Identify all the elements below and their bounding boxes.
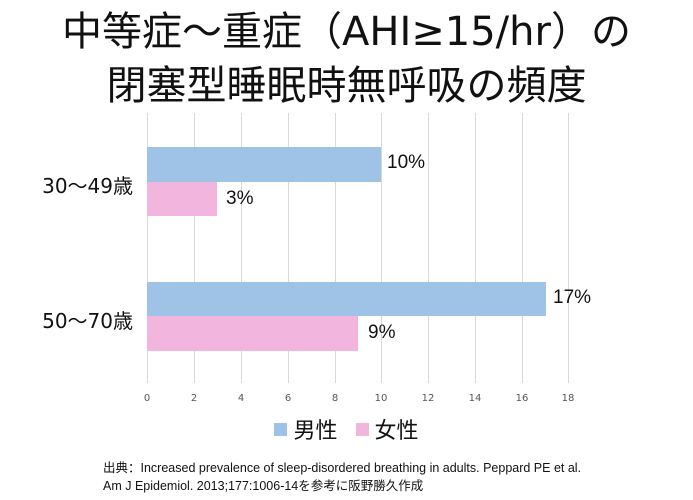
category-label-30-49: 30〜49歳 — [42, 174, 133, 198]
bar-male-30-49 — [147, 147, 381, 182]
x-tick-18: 18 — [561, 393, 575, 404]
gridline-18 — [568, 113, 569, 383]
legend-label-male: 男性 — [293, 419, 338, 444]
category-label-50-70: 50〜70歳 — [42, 309, 133, 333]
x-tick-16: 16 — [515, 393, 529, 404]
gridline-12 — [428, 113, 429, 383]
legend-item-male: 男性 — [274, 413, 338, 445]
source-line-1: 出典：Increased prevalence of sleep-disorde… — [103, 461, 582, 475]
data-label-male-50-70: 17% — [553, 287, 592, 308]
gridline-10 — [381, 113, 382, 383]
x-tick-0: 0 — [143, 393, 151, 404]
chart-legend: 男性 女性 — [0, 413, 693, 445]
gridline-6 — [288, 113, 289, 383]
chart-title-line-2: 閉塞型睡眠時無呼吸の頻度 — [106, 63, 587, 109]
x-tick-14: 14 — [468, 393, 482, 404]
gridline-4 — [241, 113, 242, 383]
x-tick-8: 8 — [331, 393, 339, 404]
data-label-female-30-49: 3% — [226, 188, 254, 209]
bar-female-50-70 — [147, 316, 358, 351]
x-tick-10: 10 — [374, 393, 388, 404]
data-label-male-30-49: 10% — [387, 152, 426, 173]
bar-female-30-49 — [147, 182, 217, 216]
source-line-2: Am J Epidemiol. 2013;177:1006-14を参考に阪野勝久… — [103, 479, 424, 493]
source-citation: 出典：Increased prevalence of sleep-disorde… — [103, 459, 581, 495]
x-tick-6: 6 — [284, 393, 292, 404]
x-tick-4: 4 — [237, 393, 245, 404]
legend-swatch-male-icon — [274, 422, 288, 436]
x-tick-12: 12 — [421, 393, 435, 404]
gridline-14 — [475, 113, 476, 383]
gridline-2 — [194, 113, 195, 383]
gridline-0 — [147, 113, 148, 383]
plot-area — [147, 113, 569, 383]
legend-label-female: 女性 — [374, 419, 419, 444]
gridline-16 — [522, 113, 523, 383]
x-tick-2: 2 — [190, 393, 198, 404]
bar-male-50-70 — [147, 282, 546, 316]
legend-swatch-female-icon — [355, 422, 369, 436]
data-label-female-50-70: 9% — [368, 322, 396, 343]
gridline-8 — [335, 113, 336, 383]
chart-title-line-1: 中等症〜重症（AHI≥15/hr）の — [62, 9, 631, 55]
legend-item-female: 女性 — [355, 413, 419, 445]
